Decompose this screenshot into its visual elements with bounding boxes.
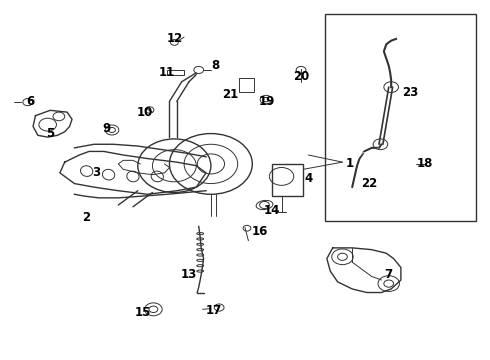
Polygon shape xyxy=(118,160,170,175)
Text: 1: 1 xyxy=(345,157,354,170)
Bar xyxy=(272,164,303,196)
Polygon shape xyxy=(327,248,401,293)
Bar xyxy=(239,78,254,93)
Bar xyxy=(325,14,476,221)
Text: 10: 10 xyxy=(137,105,153,119)
Text: 9: 9 xyxy=(102,122,110,135)
Text: 4: 4 xyxy=(304,172,313,185)
Text: 22: 22 xyxy=(361,177,377,190)
Text: 11: 11 xyxy=(159,66,175,79)
Text: 16: 16 xyxy=(251,225,268,238)
Text: 14: 14 xyxy=(264,204,280,217)
Bar xyxy=(167,69,184,75)
Text: 5: 5 xyxy=(46,127,54,140)
Text: 15: 15 xyxy=(134,306,151,319)
Polygon shape xyxy=(33,111,72,137)
Text: 20: 20 xyxy=(293,70,309,83)
Text: 2: 2 xyxy=(83,211,91,224)
Text: 17: 17 xyxy=(205,304,221,317)
Text: 3: 3 xyxy=(92,166,100,179)
Text: 18: 18 xyxy=(417,157,434,170)
Text: 23: 23 xyxy=(402,86,419,99)
Text: 21: 21 xyxy=(222,88,239,101)
Text: 6: 6 xyxy=(26,95,35,108)
Polygon shape xyxy=(60,152,206,194)
Text: 19: 19 xyxy=(259,95,275,108)
Text: 7: 7 xyxy=(385,268,393,281)
Text: 8: 8 xyxy=(212,59,220,72)
Text: 13: 13 xyxy=(181,268,197,281)
Text: 12: 12 xyxy=(166,32,182,45)
